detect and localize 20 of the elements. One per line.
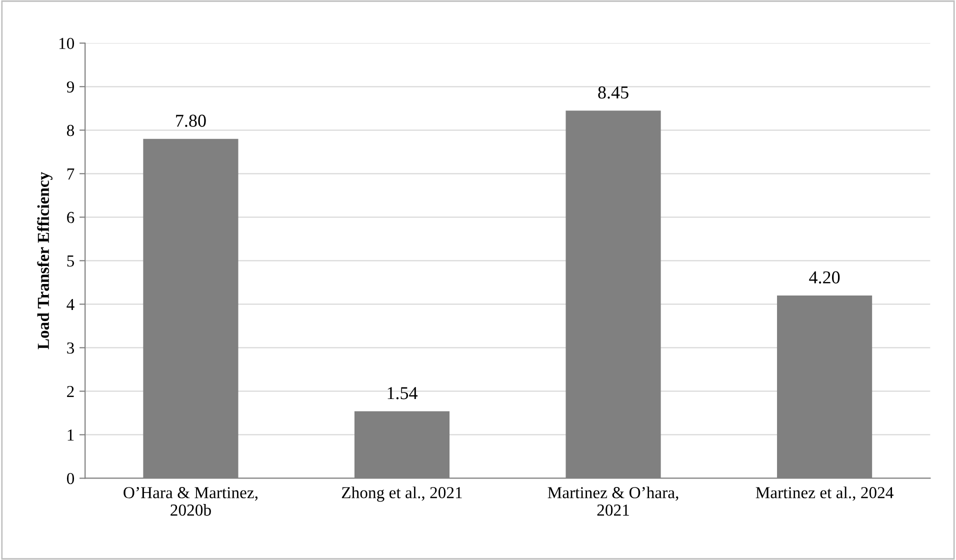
y-tick-label: 3 bbox=[67, 342, 74, 354]
data-label: 4.20 bbox=[809, 271, 840, 284]
x-tick-label: Martinez & O’hara, 2021 bbox=[548, 486, 678, 516]
y-tick-label: 9 bbox=[66, 81, 74, 93]
y-axis-title: Load Transfer Efficiency bbox=[37, 172, 52, 350]
y-tick-label: 8 bbox=[66, 124, 74, 136]
data-label: 7.80 bbox=[176, 114, 206, 127]
y-tick-label: 1 bbox=[68, 430, 74, 441]
data-label: 1.54 bbox=[388, 387, 418, 400]
data-label: 8.45 bbox=[598, 86, 628, 99]
y-tick-label: 2 bbox=[67, 386, 74, 397]
x-tick-label: O’Hara & Martinez, 2020b bbox=[124, 487, 258, 516]
x-tick-label: Zhong et al., 2021 bbox=[342, 486, 462, 502]
y-tick-label: 5 bbox=[67, 256, 74, 267]
y-tick-label: 7 bbox=[67, 168, 74, 180]
y-tick-label: 6 bbox=[67, 212, 74, 224]
y-tick-label: 0 bbox=[66, 472, 74, 484]
y-tick-label: 4 bbox=[66, 299, 74, 310]
x-tick-label: Martinez et al., 2024 bbox=[756, 486, 894, 501]
y-tick-label: 10 bbox=[59, 38, 74, 50]
